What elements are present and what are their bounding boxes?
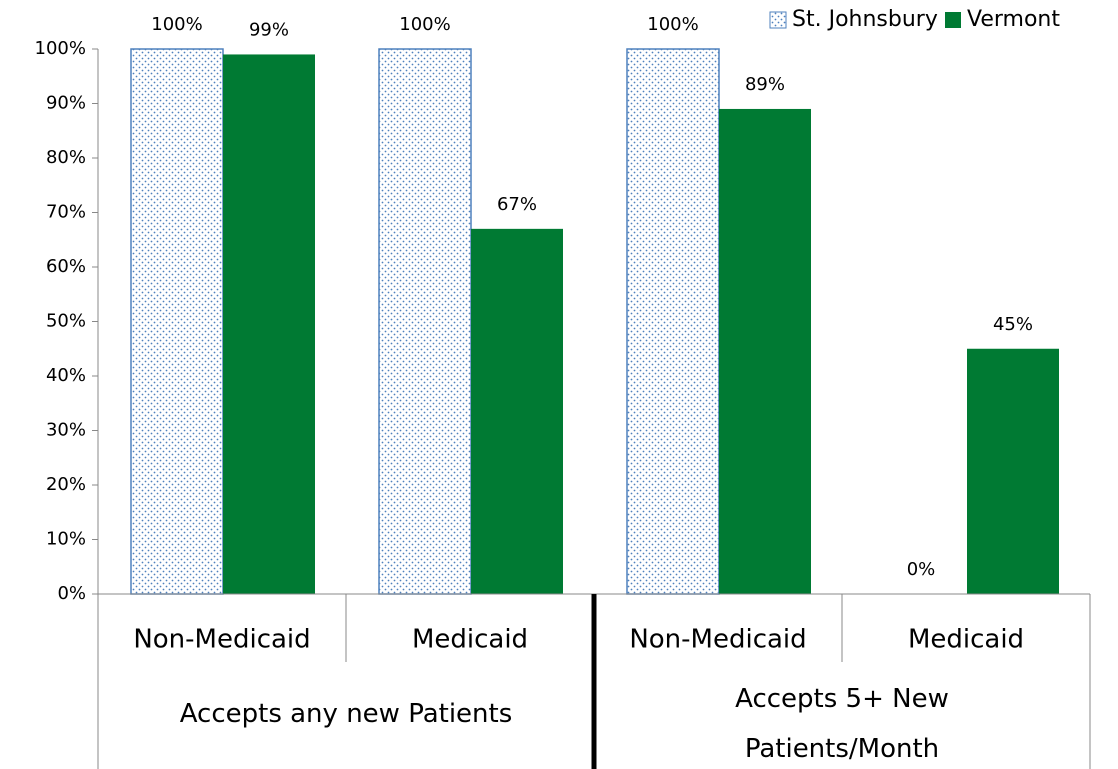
data-label: 0% [907, 559, 936, 580]
legend-label: Vermont [967, 7, 1060, 32]
x-tick-label: Medicaid [412, 625, 528, 655]
y-tick-label: 50% [46, 311, 86, 332]
data-label: 99% [249, 19, 289, 40]
x-tick-label: Non-Medicaid [133, 625, 310, 655]
bar [719, 108, 811, 594]
bar [378, 48, 472, 595]
data-label: 100% [647, 14, 698, 35]
y-tick-label: 90% [46, 93, 86, 114]
x-tick-label: Medicaid [908, 625, 1024, 655]
bar [130, 48, 224, 595]
legend-label: St. Johnsbury [792, 7, 938, 32]
data-label: 45% [993, 314, 1033, 335]
bar [471, 228, 563, 594]
data-label: 89% [745, 74, 785, 95]
y-tick-label: 80% [46, 147, 86, 168]
x-tick-label: Non-Medicaid [629, 625, 806, 655]
y-tick-label: 60% [46, 256, 86, 277]
bar [967, 348, 1059, 594]
y-tick-label: 10% [46, 529, 86, 550]
y-tick-label: 100% [35, 38, 86, 59]
legend-swatch [769, 11, 787, 29]
group-label: Accepts any new Patients [179, 699, 513, 729]
group-label: Accepts 5+ New Patients/Month [735, 684, 949, 764]
bar [626, 48, 720, 595]
bar [223, 54, 315, 594]
data-label: 67% [497, 194, 537, 215]
y-tick-label: 0% [57, 583, 86, 604]
y-tick-label: 40% [46, 365, 86, 386]
legend-swatch [945, 12, 961, 28]
data-label: 100% [151, 14, 202, 35]
y-tick-label: 30% [46, 420, 86, 441]
y-tick-label: 70% [46, 202, 86, 223]
data-label: 100% [399, 14, 450, 35]
y-tick-label: 20% [46, 474, 86, 495]
